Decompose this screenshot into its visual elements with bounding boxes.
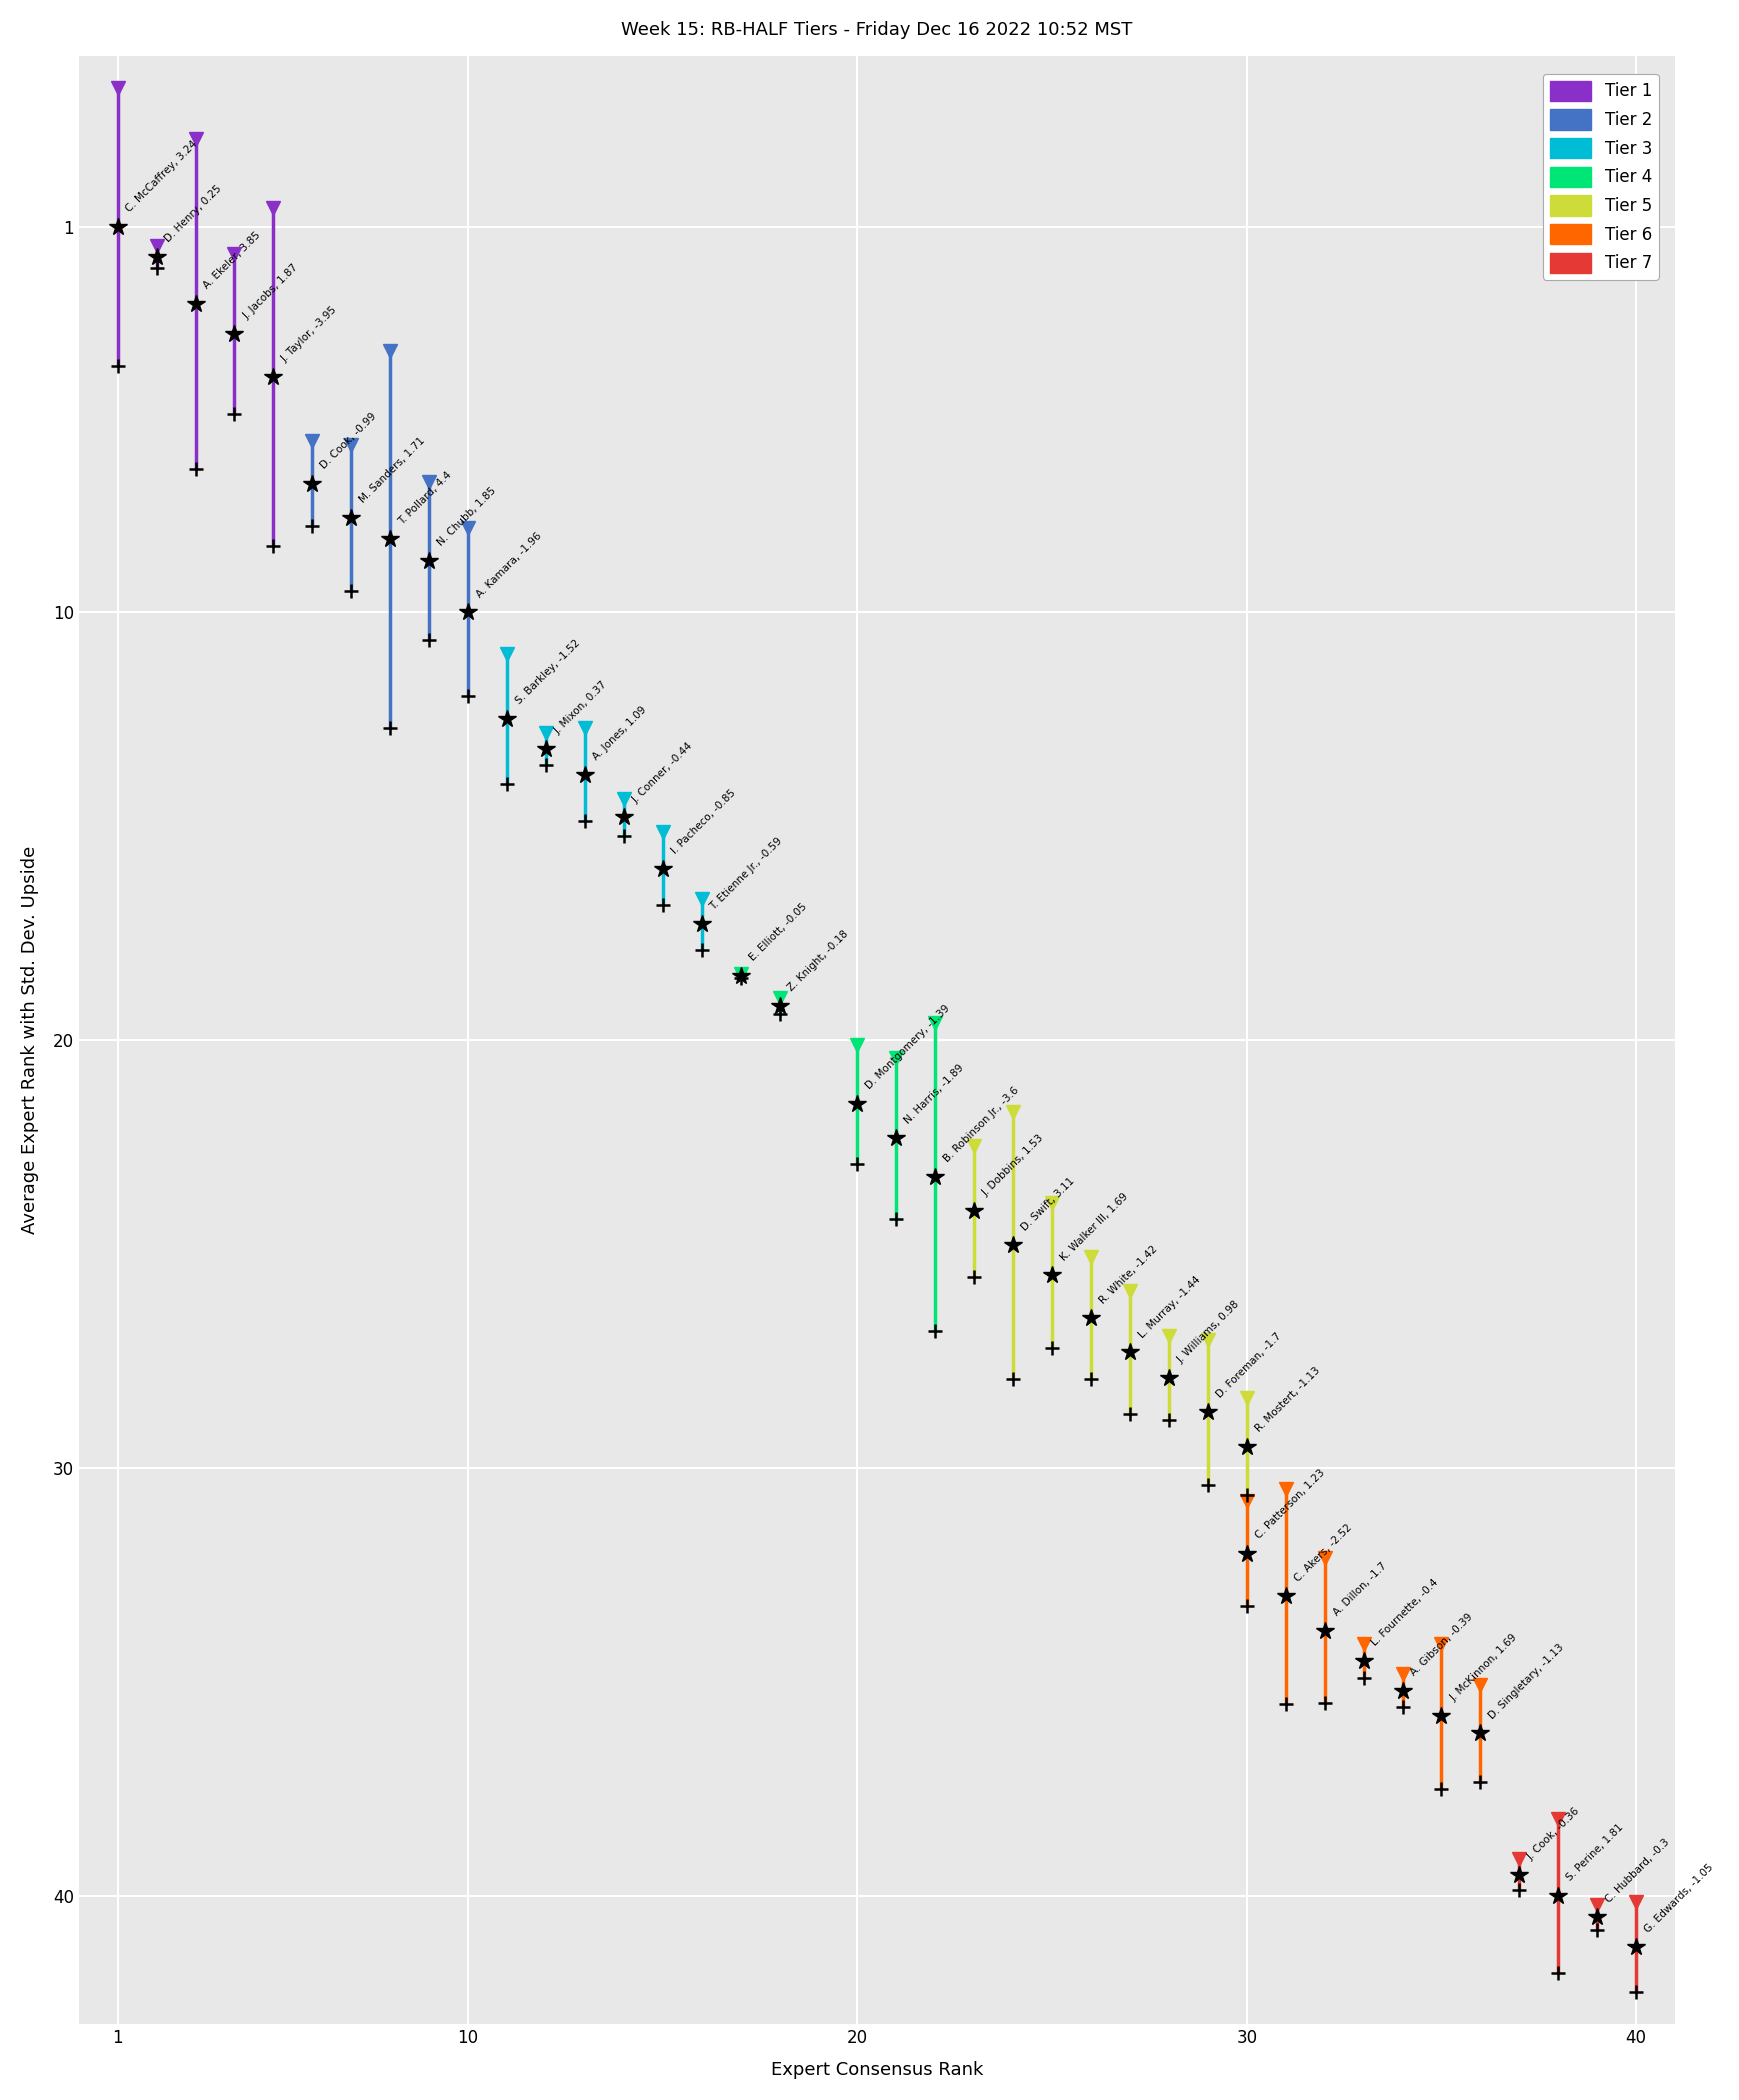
Text: A. Gibson, -0.39: A. Gibson, -0.39 xyxy=(1409,1611,1475,1678)
Text: D. Henry, 0.25: D. Henry, 0.25 xyxy=(163,183,224,244)
Text: J. Dobbins, 1.53: J. Dobbins, 1.53 xyxy=(981,1134,1045,1199)
Text: T. Pollard, 4.4: T. Pollard, 4.4 xyxy=(396,470,454,527)
Text: S. Perine, 1.81: S. Perine, 1.81 xyxy=(1563,1823,1624,1884)
Text: J. Mixon, 0.37: J. Mixon, 0.37 xyxy=(553,680,609,737)
Y-axis label: Average Expert Rank with Std. Dev. Upside: Average Expert Rank with Std. Dev. Upsid… xyxy=(21,846,38,1235)
Text: J. Jacobs, 1.87: J. Jacobs, 1.87 xyxy=(242,262,299,321)
Text: J. McKinnon, 1.69: J. McKinnon, 1.69 xyxy=(1447,1632,1518,1703)
Text: N. Harris, -1.89: N. Harris, -1.89 xyxy=(903,1063,965,1126)
Legend: Tier 1, Tier 2, Tier 3, Tier 4, Tier 5, Tier 6, Tier 7: Tier 1, Tier 2, Tier 3, Tier 4, Tier 5, … xyxy=(1542,74,1657,279)
Text: N. Chubb, 1.85: N. Chubb, 1.85 xyxy=(435,485,497,548)
Text: K. Walker III, 1.69: K. Walker III, 1.69 xyxy=(1057,1191,1129,1262)
Text: R. Mostert, -1.13: R. Mostert, -1.13 xyxy=(1252,1365,1322,1434)
Text: C. Akers, -2.52: C. Akers, -2.52 xyxy=(1292,1522,1353,1583)
Text: J. Conner, -0.44: J. Conner, -0.44 xyxy=(630,741,694,804)
Text: I. Pacheco, -0.85: I. Pacheco, -0.85 xyxy=(670,788,737,857)
Text: J. Williams, 0.98: J. Williams, 0.98 xyxy=(1176,1300,1240,1365)
Text: R. White, -1.42: R. White, -1.42 xyxy=(1097,1243,1158,1306)
Text: D. Foreman, -1.7: D. Foreman, -1.7 xyxy=(1214,1331,1282,1399)
Text: C. McCaffrey, 3.24: C. McCaffrey, 3.24 xyxy=(123,139,200,214)
Text: D. Montgomery, -1.39: D. Montgomery, -1.39 xyxy=(864,1004,951,1092)
Text: A. Dillon, -1.7: A. Dillon, -1.7 xyxy=(1330,1560,1388,1617)
Text: E. Elliott, -0.05: E. Elliott, -0.05 xyxy=(746,901,809,964)
Title: Week 15: RB-HALF Tiers - Friday Dec 16 2022 10:52 MST: Week 15: RB-HALF Tiers - Friday Dec 16 2… xyxy=(621,21,1132,38)
Text: L. Murray, -1.44: L. Murray, -1.44 xyxy=(1136,1275,1202,1340)
Text: J. Taylor, -3.95: J. Taylor, -3.95 xyxy=(280,304,339,363)
Text: M. Sanders, 1.71: M. Sanders, 1.71 xyxy=(358,437,426,506)
Text: A. Ekeler, 3.85: A. Ekeler, 3.85 xyxy=(202,231,263,292)
Text: L. Fournette, -0.4: L. Fournette, -0.4 xyxy=(1369,1577,1440,1648)
Text: D. Cook, -0.99: D. Cook, -0.99 xyxy=(318,412,379,470)
Text: J. Cook, -0.36: J. Cook, -0.36 xyxy=(1525,1806,1581,1863)
Text: C. Patterson, 1.23: C. Patterson, 1.23 xyxy=(1252,1468,1325,1541)
X-axis label: Expert Consensus Rank: Expert Consensus Rank xyxy=(770,2062,983,2079)
Text: B. Robinson Jr., -3.6: B. Robinson Jr., -3.6 xyxy=(941,1086,1021,1163)
Text: A. Kamara, -1.96: A. Kamara, -1.96 xyxy=(475,531,543,598)
Text: G. Edwards, -1.05: G. Edwards, -1.05 xyxy=(1642,1863,1715,1934)
Text: T. Etienne Jr., -0.59: T. Etienne Jr., -0.59 xyxy=(708,836,784,911)
Text: S. Barkley, -1.52: S. Barkley, -1.52 xyxy=(513,638,581,706)
Text: C. Hubbard, -0.3: C. Hubbard, -0.3 xyxy=(1603,1838,1671,1905)
Text: D. Swift, 3.11: D. Swift, 3.11 xyxy=(1019,1176,1076,1233)
Text: Z. Knight, -0.18: Z. Knight, -0.18 xyxy=(786,928,850,993)
Text: A. Jones, 1.09: A. Jones, 1.09 xyxy=(591,704,649,762)
Text: D. Singletary, -1.13: D. Singletary, -1.13 xyxy=(1487,1642,1565,1720)
